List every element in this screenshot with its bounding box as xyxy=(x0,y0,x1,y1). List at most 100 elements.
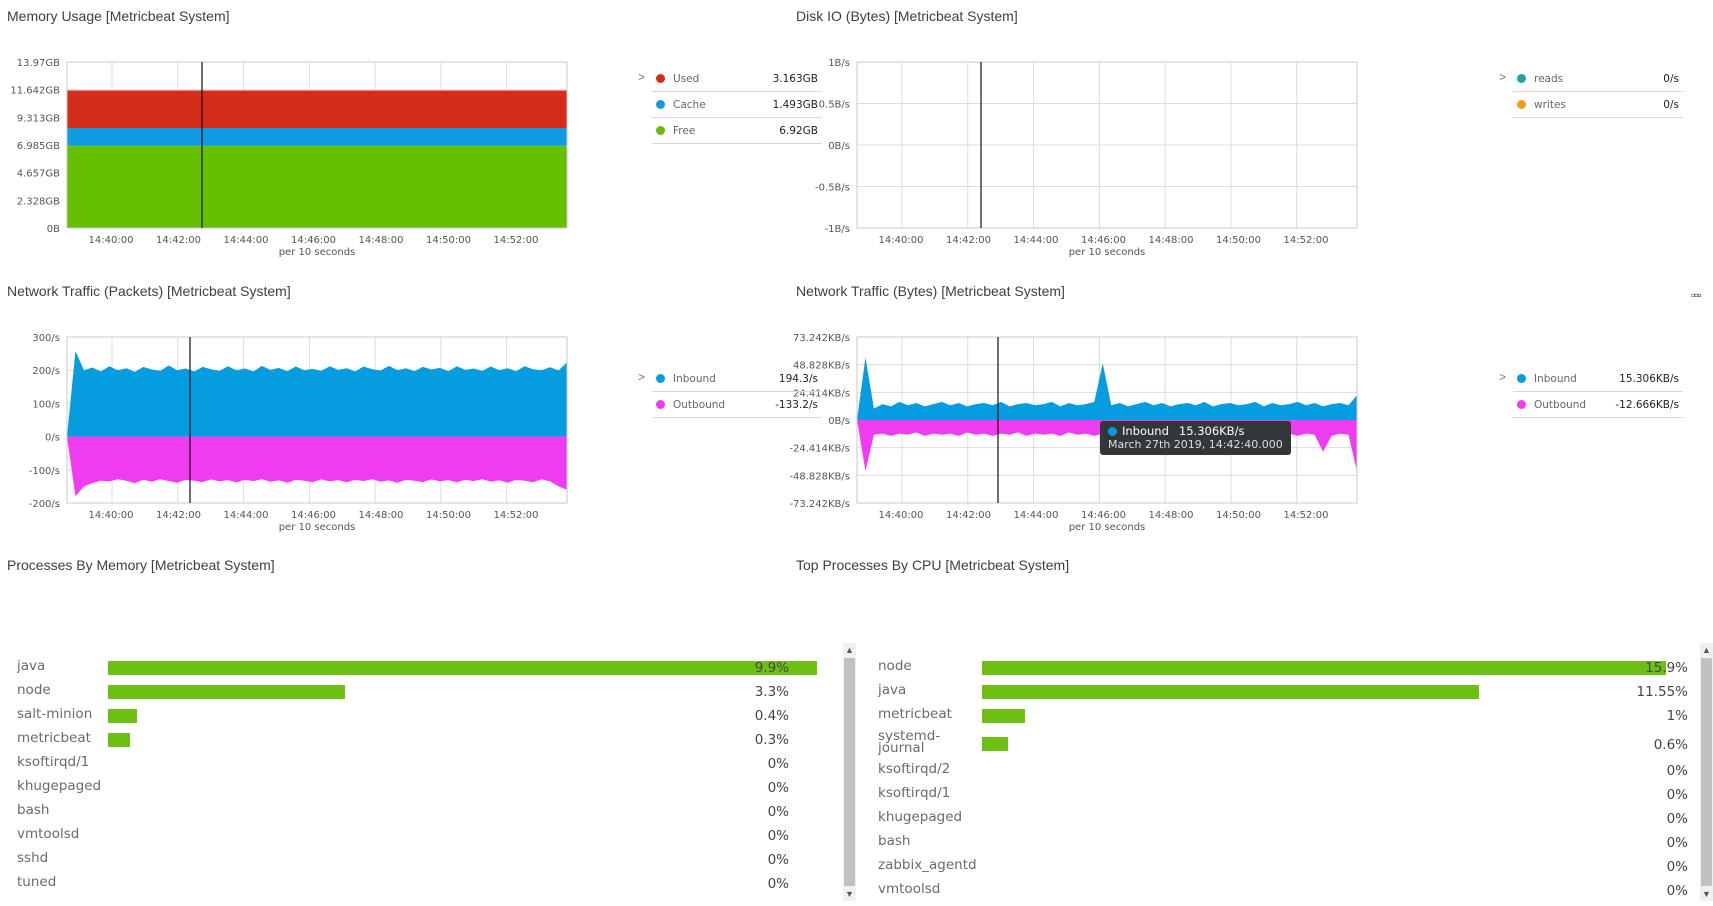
legend-toggle-icon[interactable]: > xyxy=(638,370,646,384)
x-tick-label: 14:40:00 xyxy=(879,510,924,521)
scroll-down-icon[interactable]: ▼ xyxy=(1702,889,1711,899)
legend-value: 194.3/s xyxy=(778,372,818,385)
bar[interactable] xyxy=(108,733,130,747)
y-tick-label: 4.657GB xyxy=(17,169,60,180)
memory-chart[interactable]: 0B 2.328GB 4.657GB 6.985GB 9.313GB 11.642GB 13… xyxy=(0,50,580,270)
scroll-up-icon[interactable]: ▲ xyxy=(845,645,854,655)
legend-label: Outbound xyxy=(673,398,726,411)
legend-dot xyxy=(1517,100,1526,109)
bar-row[interactable]: khugepaged 0% xyxy=(878,807,1688,831)
y-tick-label: -24.414KB/s xyxy=(790,444,850,455)
bar-row[interactable]: systemd- journal 0.6% xyxy=(878,728,1688,759)
bar-row[interactable]: salt-minion 0.4% xyxy=(17,704,817,728)
legend-toggle-icon[interactable]: > xyxy=(638,70,646,84)
bar-row[interactable]: metricbeat 1% xyxy=(878,704,1688,728)
bar-row[interactable]: bash 0% xyxy=(17,800,817,824)
x-tick-label: 14:44:00 xyxy=(1014,510,1059,521)
bar-row[interactable]: ksoftirqd/2 0% xyxy=(878,759,1688,783)
bar-value-label: 3.3% xyxy=(754,684,789,700)
y-tick-label: 0.5B/s xyxy=(819,100,850,111)
bar-row[interactable]: java 9.9% xyxy=(17,656,817,680)
proc-mem-scrollbar[interactable]: ▲ ▼ xyxy=(843,643,856,901)
x-tick-label: 14:52:00 xyxy=(1284,510,1329,521)
net-packets-panel-title: Network Traffic (Packets) [Metricbeat Sy… xyxy=(7,283,291,299)
legend-item-outbound[interactable]: Outbound -133.2/s xyxy=(652,392,822,418)
series-area-free[interactable] xyxy=(67,145,567,228)
bar[interactable] xyxy=(982,737,1008,751)
bar-row[interactable]: sshd 0% xyxy=(17,848,817,872)
bar-row[interactable]: tuned 0% xyxy=(17,872,817,896)
legend-dot xyxy=(656,400,665,409)
bar[interactable] xyxy=(108,661,817,675)
process-name: bash xyxy=(17,802,50,818)
bar-row[interactable]: java 11.55% xyxy=(878,680,1688,704)
legend-item-outbound[interactable]: Outbound -12.666KB/s xyxy=(1513,392,1683,418)
bar-value-label: 15.9% xyxy=(1645,660,1688,676)
panel-options-icon[interactable]: ▫▫▫ xyxy=(1691,288,1702,302)
legend-item-reads[interactable]: reads 0/s xyxy=(1513,66,1683,92)
x-axis-label: per 10 seconds xyxy=(1069,522,1146,533)
process-name: ksoftirqd/1 xyxy=(878,785,951,801)
legend-item-inbound[interactable]: Inbound 15.306KB/s xyxy=(1513,366,1683,392)
bar-row[interactable]: ksoftirqd/1 0% xyxy=(17,752,817,776)
process-name: metricbeat xyxy=(878,706,952,722)
series-area-used[interactable] xyxy=(67,90,567,129)
y-tick-label: 73.242KB/s xyxy=(793,333,850,344)
bar-row[interactable]: vmtoolsd 0% xyxy=(878,879,1688,901)
legend-item-writes[interactable]: writes 0/s xyxy=(1513,92,1683,118)
bar[interactable] xyxy=(982,709,1026,723)
x-tick-label: 14:42:00 xyxy=(946,235,991,246)
x-tick-label: 14:48:00 xyxy=(359,235,404,246)
y-tick-label: 200/s xyxy=(32,366,60,377)
process-name: khugepaged xyxy=(17,778,102,794)
y-tick-label: 100/s xyxy=(32,399,60,410)
bar-value-label: 0.3% xyxy=(754,732,789,748)
series-area-inbound[interactable] xyxy=(857,357,1357,420)
bar-row[interactable]: vmtoolsd 0% xyxy=(17,824,817,848)
legend-value: 0/s xyxy=(1663,72,1679,85)
bar[interactable] xyxy=(982,661,1666,675)
legend-item-free[interactable]: Free 6.92GB xyxy=(652,118,822,144)
legend-label: writes xyxy=(1534,98,1566,111)
bar-value-label: 9.9% xyxy=(754,660,789,676)
bar-row[interactable]: node 15.9% xyxy=(878,656,1688,680)
bar-row[interactable]: khugepaged 0% xyxy=(17,776,817,800)
proc-cpu-scrollbar[interactable]: ▲ ▼ xyxy=(1700,643,1713,901)
bar-row[interactable]: zabbix_agentd 0% xyxy=(878,855,1688,879)
legend-item-cache[interactable]: Cache 1.493GB xyxy=(652,92,822,118)
x-tick-label: 14:44:00 xyxy=(1014,235,1059,246)
bar-value-label: 0% xyxy=(1666,859,1688,875)
bar-row[interactable]: node 3.3% xyxy=(17,680,817,704)
bar-row[interactable]: ksoftirqd/1 0% xyxy=(878,783,1688,807)
bar[interactable] xyxy=(982,685,1479,699)
disk-chart[interactable]: -1B/s -0.5B/s 0B/s 0.5B/s 1B/s 14:40:00 14:42:… xyxy=(790,50,1370,270)
scrollbar-thumb[interactable] xyxy=(1701,658,1712,886)
memory-panel-title: Memory Usage [Metricbeat System] xyxy=(7,8,230,24)
legend-item-used[interactable]: Used 3.163GB xyxy=(652,66,822,92)
bar-value-label: 0.6% xyxy=(1653,737,1688,753)
legend-toggle-icon[interactable]: > xyxy=(1499,70,1507,84)
scrollbar-thumb[interactable] xyxy=(844,658,855,886)
bar[interactable] xyxy=(108,685,345,699)
scroll-up-icon[interactable]: ▲ xyxy=(1702,645,1711,655)
series-area-cache[interactable] xyxy=(67,128,567,146)
series-area-inbound[interactable] xyxy=(67,350,567,437)
bar-row[interactable]: bash 0% xyxy=(878,831,1688,855)
x-tick-label: 14:44:00 xyxy=(224,510,269,521)
legend-label: Inbound xyxy=(1534,372,1577,385)
legend-toggle-icon[interactable]: > xyxy=(1499,370,1507,384)
plot-frame xyxy=(856,336,1358,504)
legend-dot xyxy=(656,100,665,109)
x-tick-label: 14:42:00 xyxy=(156,235,201,246)
proc-mem-panel-title: Processes By Memory [Metricbeat System] xyxy=(7,557,275,573)
series-area-outbound[interactable] xyxy=(67,436,567,497)
bar[interactable] xyxy=(108,709,137,723)
processes-by-memory-list: java 9.9% node 3.3% salt-minion 0.4% metricbea… xyxy=(17,656,817,901)
tooltip-date: March 27th 2019, 14:42:40.000 xyxy=(1108,438,1283,451)
legend-item-inbound[interactable]: Inbound 194.3/s xyxy=(652,366,822,392)
net-packets-chart[interactable]: -200/s -100/s 0/s 100/s 200/s 300/s 14:40:00 14… xyxy=(0,325,580,545)
bar-row[interactable]: metricbeat 0.3% xyxy=(17,728,817,752)
scroll-down-icon[interactable]: ▼ xyxy=(845,889,854,899)
x-tick-label: 14:40:00 xyxy=(89,510,134,521)
y-tick-label: -0.5B/s xyxy=(815,183,850,194)
